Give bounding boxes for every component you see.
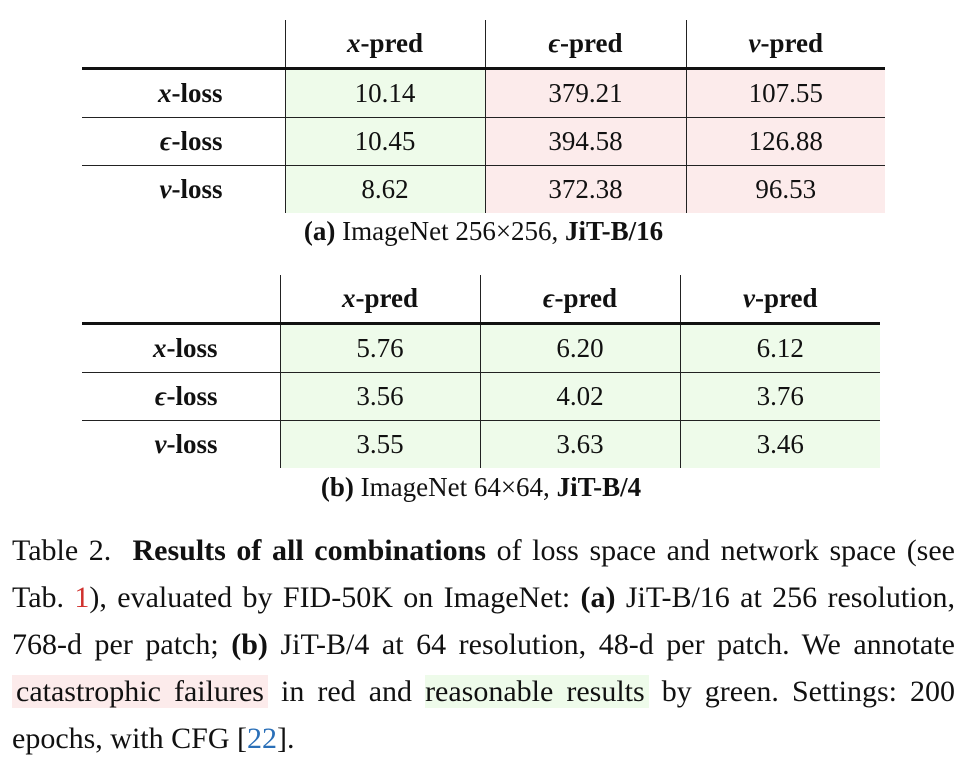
value-cell: 3.63 bbox=[479, 420, 680, 468]
table-header-row: x-pred ϵ-pred v-pred bbox=[82, 20, 885, 70]
row-label: x-loss bbox=[82, 68, 285, 118]
row-label: v-loss bbox=[159, 174, 223, 204]
value-cell: 379.21 bbox=[484, 68, 686, 118]
row-label: x-loss bbox=[82, 323, 280, 373]
subcaption-a: (a) ImageNet 256×256, JiT-B/16 bbox=[303, 216, 664, 246]
citation-link[interactable]: 22 bbox=[247, 722, 277, 755]
column-header: ϵ-pred bbox=[484, 20, 686, 70]
row-label: ϵ-loss bbox=[82, 117, 285, 166]
value-cell: 6.12 bbox=[679, 323, 880, 373]
value-cell: 107.55 bbox=[685, 68, 885, 118]
value-cell: 3.55 bbox=[279, 420, 480, 468]
table-row: x-loss 10.14 379.21 107.55 bbox=[82, 68, 885, 118]
value-cell: 4.02 bbox=[479, 372, 680, 421]
table-row: ϵ-loss 10.45 394.58 126.88 bbox=[82, 117, 885, 166]
subcaption-b: (b) ImageNet 64×64, JiT-B/4 bbox=[320, 472, 642, 502]
table-header-row: x-pred ϵ-pred v-pred bbox=[82, 275, 880, 325]
column-header: v-pred bbox=[685, 20, 885, 70]
results-table-a: x-pred ϵ-pred v-pred x-loss 10.14 379.21… bbox=[82, 20, 885, 213]
corner-cell bbox=[82, 20, 285, 70]
table-row: ϵ-loss 3.56 4.02 3.76 bbox=[82, 372, 880, 421]
row-label: ϵ-loss bbox=[82, 372, 280, 421]
column-header: v-pred bbox=[679, 275, 880, 325]
value-cell: 394.58 bbox=[484, 117, 686, 166]
table-row: v-loss 3.55 3.63 3.46 bbox=[82, 420, 880, 468]
green-highlight: reasonable results bbox=[425, 675, 649, 708]
row-label: v-loss bbox=[154, 429, 218, 459]
value-cell: 6.20 bbox=[479, 323, 680, 373]
value-cell: 10.14 bbox=[284, 68, 485, 118]
table-row: v-loss 8.62 372.38 96.53 bbox=[82, 165, 885, 213]
value-cell: 3.56 bbox=[279, 372, 480, 421]
column-header: x-pred bbox=[284, 20, 485, 70]
table-row: x-loss 5.76 6.20 6.12 bbox=[82, 323, 880, 373]
value-cell: 126.88 bbox=[685, 117, 885, 166]
column-header: x-pred bbox=[279, 275, 480, 325]
corner-cell bbox=[82, 275, 280, 325]
value-cell: 5.76 bbox=[279, 323, 480, 373]
value-cell: 8.62 bbox=[284, 165, 485, 213]
results-table-b: x-pred ϵ-pred v-pred x-loss 5.76 6.20 6.… bbox=[82, 275, 880, 468]
red-highlight: catastrophic failures bbox=[12, 675, 268, 708]
value-cell: 10.45 bbox=[284, 117, 485, 166]
table-caption: Table 2. Results of all combinations of … bbox=[12, 534, 956, 755]
value-cell: 96.53 bbox=[685, 165, 885, 213]
table-ref-link[interactable]: 1 bbox=[74, 581, 90, 614]
column-header: ϵ-pred bbox=[479, 275, 680, 325]
value-cell: 3.76 bbox=[679, 372, 880, 421]
value-cell: 3.46 bbox=[679, 420, 880, 468]
value-cell: 372.38 bbox=[484, 165, 686, 213]
